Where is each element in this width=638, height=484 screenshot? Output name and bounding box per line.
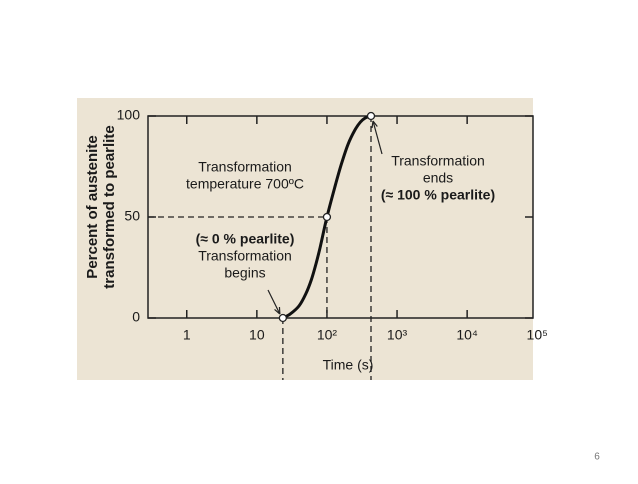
point-marker: [322, 212, 332, 222]
page-number: 6: [594, 452, 600, 463]
y-axis-label: transformed to pearlite: [101, 125, 118, 288]
annotation-arrow: [372, 120, 383, 155]
annotation: Transformation: [391, 153, 485, 169]
x-axis-label: Time (s): [323, 357, 374, 373]
annotation-arrow: [267, 289, 281, 315]
y-axis-label: Percent of austenite: [84, 135, 101, 278]
figure-background: [77, 98, 533, 380]
x-tick-label: 1: [183, 327, 191, 343]
y-tick-label: 100: [117, 107, 141, 123]
annotation: temperature 700ºC: [186, 176, 304, 192]
annotation: ends: [423, 170, 453, 186]
x-tick-label: 10²: [317, 327, 338, 343]
annotation: Transformation: [198, 248, 292, 264]
annotation: (≈ 100 % pearlite): [381, 187, 495, 203]
point-marker: [366, 111, 376, 121]
annotation-arrowhead: [274, 306, 281, 315]
annotation: Transformation: [198, 159, 292, 175]
x-tick-label: 10³: [387, 327, 408, 343]
y-tick-label: 50: [124, 208, 140, 224]
annotation-arrowhead: [371, 120, 378, 129]
annotation: (≈ 0 % pearlite): [196, 231, 295, 247]
annotation: begins: [224, 265, 265, 281]
x-tick-label: 10⁴: [456, 327, 478, 343]
y-tick-label: 0: [132, 309, 140, 325]
x-tick-label: 10⁵: [527, 327, 548, 343]
point-marker: [278, 313, 288, 323]
x-tick-label: 10: [249, 327, 265, 343]
